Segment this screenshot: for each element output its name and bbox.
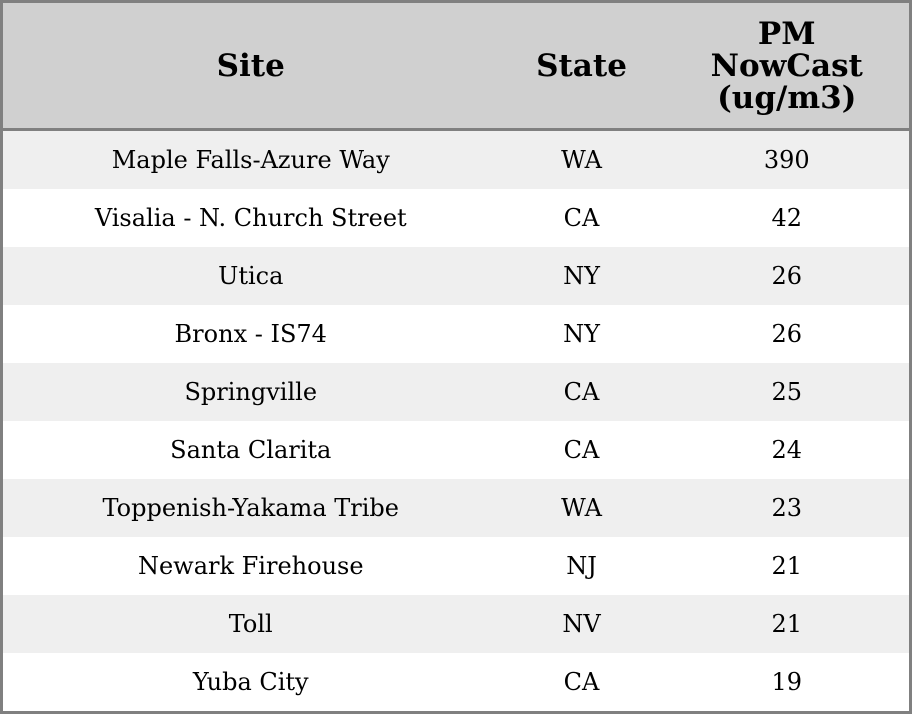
cell-state: NV xyxy=(498,595,665,653)
cell-pm-value: 26 xyxy=(771,320,803,348)
cell-pm-value: 390 xyxy=(664,129,911,189)
cell-site: Bronx - IS74 xyxy=(174,320,327,348)
cell-site: Utica xyxy=(1,247,499,305)
cell-state: CA xyxy=(563,668,600,696)
table-row: Springville CA 25 xyxy=(1,363,911,421)
table-row: Maple Falls-Azure Way WA 390 xyxy=(1,129,911,189)
cell-state: NJ xyxy=(566,552,597,580)
cell-state: NY xyxy=(498,247,665,305)
table-row: Santa Clarita CA 24 xyxy=(2,421,911,479)
cell-site: Yuba City xyxy=(192,668,309,696)
table-row: Toll NV 21 xyxy=(1,595,911,653)
table-row: Yuba City CA 19 xyxy=(2,653,911,713)
cell-pm-value: 23 xyxy=(664,479,911,537)
cell-state: CA xyxy=(563,436,600,464)
header-state: State xyxy=(498,1,665,131)
cell-site: Visalia - N. Church Street xyxy=(94,204,407,232)
table-row: Newark Firehouse NJ 21 xyxy=(2,537,911,595)
cell-site: Santa Clarita xyxy=(170,436,332,464)
cell-state: CA xyxy=(498,363,665,421)
cell-state: WA xyxy=(498,129,665,189)
cell-state: NY xyxy=(563,320,600,348)
cell-pm-value: 21 xyxy=(771,552,803,580)
cell-state: WA xyxy=(498,479,665,537)
cell-pm-value: 26 xyxy=(664,247,911,305)
cell-pm-value: 25 xyxy=(664,363,911,421)
header-row: Site State PM NowCast (ug/m3) xyxy=(1,1,911,131)
cell-pm-value: 19 xyxy=(771,668,803,696)
cell-site: Toppenish-Yakama Tribe xyxy=(1,479,499,537)
header-site: Site xyxy=(1,1,499,131)
cell-pm-value: 42 xyxy=(771,204,803,232)
table-row: Visalia - N. Church Street CA 42 xyxy=(2,189,911,247)
cell-site: Newark Firehouse xyxy=(137,552,364,580)
cell-site: Maple Falls-Azure Way xyxy=(1,129,499,189)
header-pm-nowcast: PM NowCast (ug/m3) xyxy=(664,1,911,131)
table-row: Bronx - IS74 NY 26 xyxy=(2,305,911,363)
cell-pm-value: 24 xyxy=(771,436,803,464)
cell-site: Springville xyxy=(1,363,499,421)
cell-pm-value: 21 xyxy=(664,595,911,653)
table-row: Toppenish-Yakama Tribe WA 23 xyxy=(1,479,911,537)
cell-site: Toll xyxy=(1,595,499,653)
table-row: Utica NY 26 xyxy=(1,247,911,305)
cell-state: CA xyxy=(563,204,600,232)
